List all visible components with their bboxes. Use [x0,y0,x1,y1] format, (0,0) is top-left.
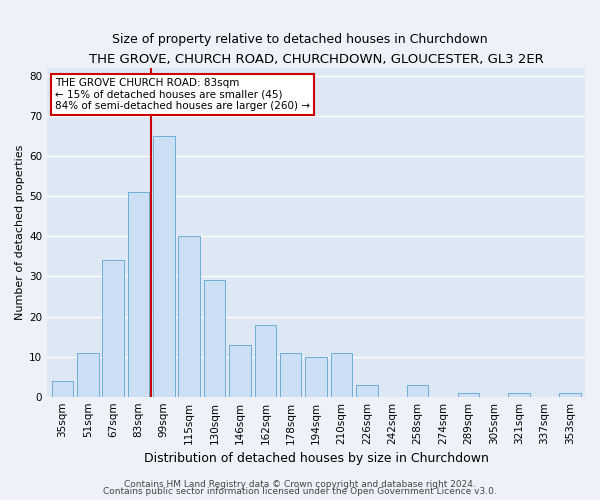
Bar [508,392,530,396]
Bar [458,392,479,396]
Bar [178,236,200,396]
Bar [52,380,73,396]
Bar [254,324,276,396]
Bar [305,356,327,397]
Bar [77,352,98,397]
Bar [407,384,428,396]
Bar [153,136,175,396]
Bar [103,260,124,396]
Bar [559,392,581,396]
Bar [229,344,251,397]
Title: THE GROVE, CHURCH ROAD, CHURCHDOWN, GLOUCESTER, GL3 2ER: THE GROVE, CHURCH ROAD, CHURCHDOWN, GLOU… [89,52,544,66]
Text: Contains HM Land Registry data © Crown copyright and database right 2024.: Contains HM Land Registry data © Crown c… [124,480,476,489]
Text: THE GROVE CHURCH ROAD: 83sqm
← 15% of detached houses are smaller (45)
84% of se: THE GROVE CHURCH ROAD: 83sqm ← 15% of de… [55,78,310,112]
Bar [204,280,226,396]
Text: Size of property relative to detached houses in Churchdown: Size of property relative to detached ho… [112,32,488,46]
Y-axis label: Number of detached properties: Number of detached properties [15,144,25,320]
Bar [128,192,149,396]
Bar [280,352,301,397]
Text: Contains public sector information licensed under the Open Government Licence v3: Contains public sector information licen… [103,488,497,496]
Bar [331,352,352,397]
X-axis label: Distribution of detached houses by size in Churchdown: Distribution of detached houses by size … [143,452,488,465]
Bar [356,384,377,396]
